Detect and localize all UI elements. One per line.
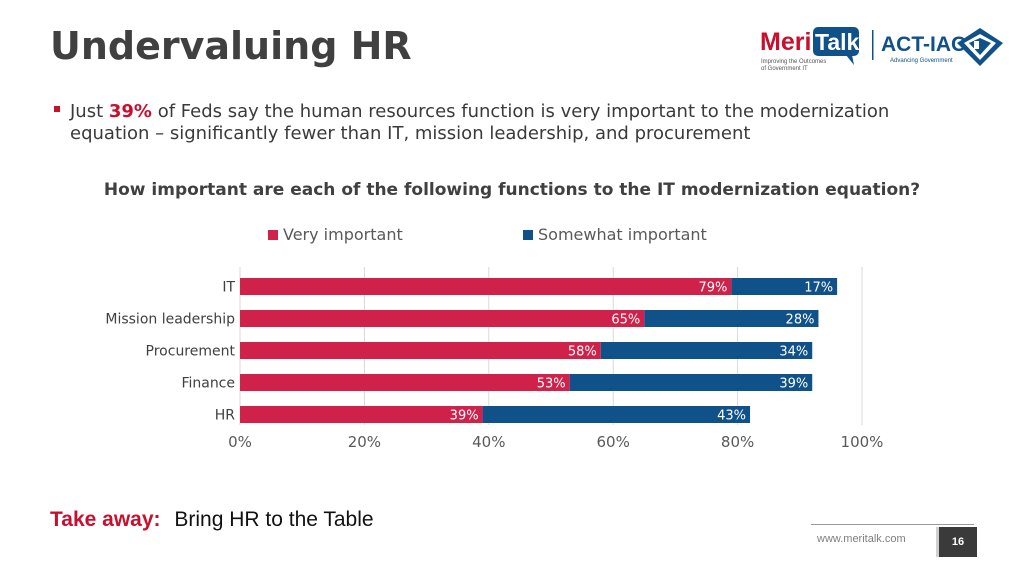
actiac-logo-name: ACT-IAC <box>881 33 966 56</box>
logos: Meri Talk Improving the Outcomes of Gove… <box>760 27 1003 72</box>
category-label: IT <box>222 280 235 296</box>
data-label: 53% <box>537 377 566 392</box>
bar-very-important <box>240 310 645 327</box>
bar-very-important <box>240 278 732 295</box>
meritalk-tagline-2: of Government IT <box>761 66 808 72</box>
takeaway: Take away: Bring HR to the Table <box>50 508 374 532</box>
data-label: 17% <box>804 281 833 296</box>
bar-very-important <box>240 406 483 423</box>
bar-somewhat-important <box>482 406 751 423</box>
data-label: 34% <box>779 345 808 360</box>
bullet-text: Just 39% of Feds say the human resources… <box>70 101 954 145</box>
footer-url: www.meritalk.com <box>817 533 906 545</box>
logo-divider <box>872 30 874 60</box>
footer-divider <box>811 524 974 525</box>
legend-label-somewhat-important: Somewhat important <box>538 225 707 244</box>
stacked-bar-chart: 0% 20% 40% 60% 80% 100% IT 79% 17% Mission leader… <box>105 267 884 451</box>
actiac-tagline: Advancing Government <box>890 58 953 64</box>
x-tick-label: 0% <box>228 433 252 451</box>
page-number: 16 <box>936 527 977 557</box>
meritalk-logo-meri: Meri <box>760 28 811 56</box>
bullet-square-icon <box>54 106 60 112</box>
meritalk-bubble-tail-icon <box>846 55 854 65</box>
x-tick-label: 40% <box>472 433 505 451</box>
legend-swatch-very-important <box>268 229 278 240</box>
bullet-point: Just 39% of Feds say the human resources… <box>54 101 954 145</box>
slide-title: Undervaluing HR <box>50 24 412 68</box>
bar-somewhat-important <box>644 310 819 327</box>
bar-somewhat-important <box>569 374 813 391</box>
legend-item-very-important: Very important <box>268 225 403 244</box>
x-tick-label: 60% <box>597 433 630 451</box>
category-label: Finance <box>181 376 235 392</box>
data-label: 65% <box>611 313 640 328</box>
bullet-text-post: of Feds say the human resources function… <box>70 101 890 144</box>
meritalk-logo-talk: Talk <box>815 29 860 55</box>
takeaway-text: Bring HR to the Table <box>174 508 374 531</box>
category-label: Mission leadership <box>105 312 235 328</box>
bar-very-important <box>240 374 570 391</box>
takeaway-label: Take away: <box>50 508 161 531</box>
x-tick-label: 20% <box>348 433 381 451</box>
data-label: 39% <box>779 377 808 392</box>
bar-somewhat-important <box>731 278 838 295</box>
data-label: 43% <box>717 409 746 424</box>
bar-very-important <box>240 342 601 359</box>
data-label: 28% <box>786 313 815 328</box>
actiac-emblem-icon <box>957 28 1003 66</box>
category-label: Procurement <box>146 344 236 360</box>
meritalk-tagline-1: Improving the Outcomes <box>761 59 826 65</box>
chart-title: How important are each of the following … <box>103 180 921 200</box>
legend-label-very-important: Very important <box>283 225 403 244</box>
x-tick-label: 100% <box>841 433 884 451</box>
x-tick-label: 80% <box>721 433 754 451</box>
legend-item-somewhat-important: Somewhat important <box>523 225 707 244</box>
bullet-highlight: 39% <box>108 101 152 122</box>
category-label: HR <box>215 408 236 424</box>
data-label: 79% <box>698 281 727 296</box>
data-label: 58% <box>568 345 597 360</box>
bar-somewhat-important <box>600 342 813 359</box>
meritalk-logo-bubble <box>813 27 859 56</box>
data-label: 39% <box>450 409 479 424</box>
legend-swatch-somewhat-important <box>523 229 533 240</box>
bullet-text-pre: Just <box>70 101 109 122</box>
